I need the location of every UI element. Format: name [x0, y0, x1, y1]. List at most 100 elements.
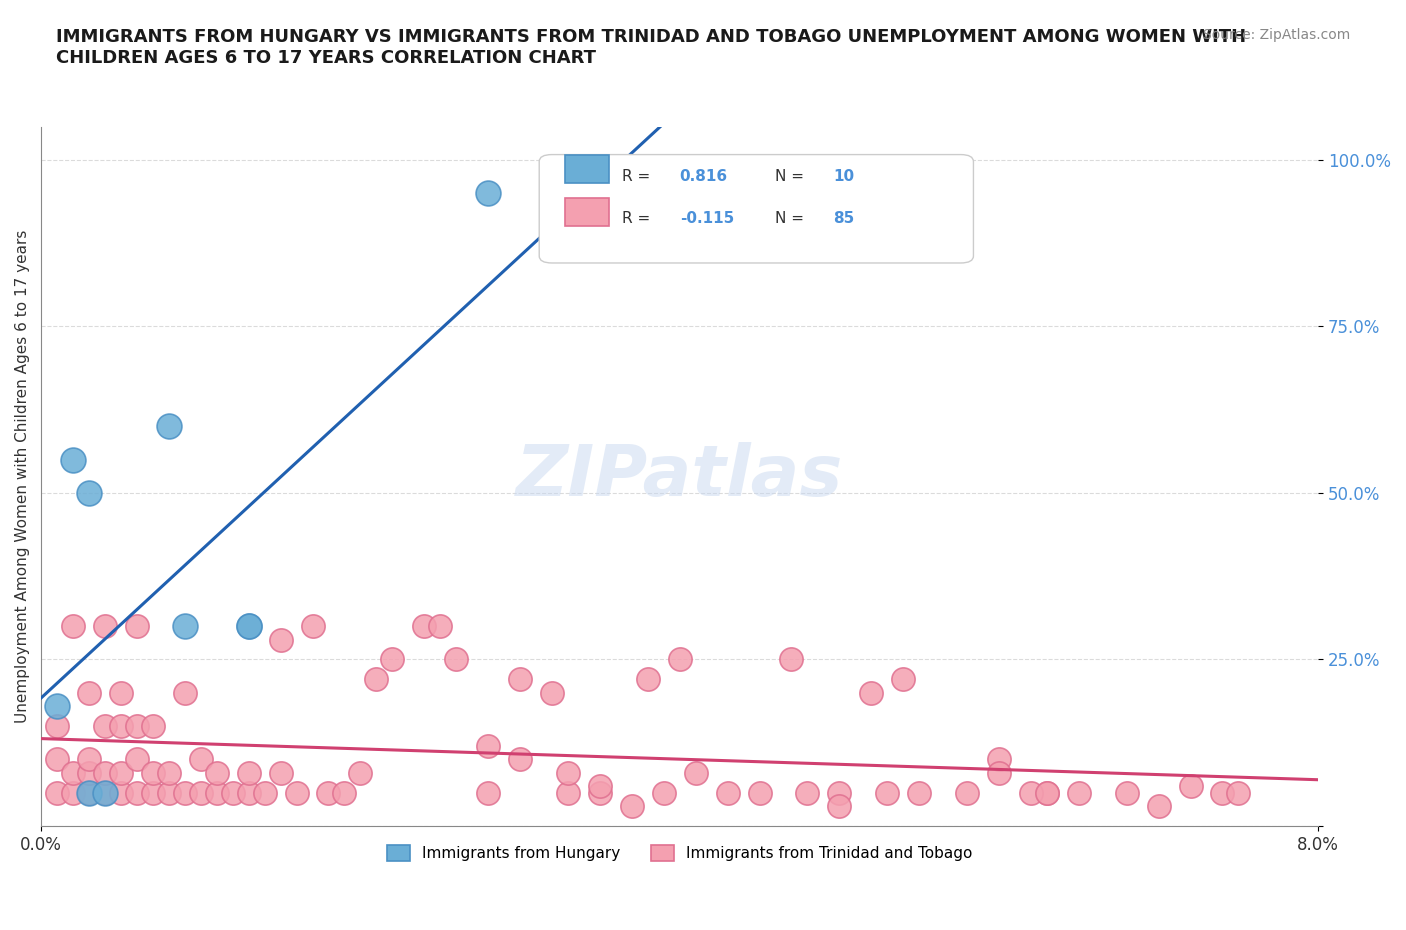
Point	[94, 618, 117, 633]
Point	[796, 785, 818, 800]
Point	[637, 672, 659, 687]
Point	[77, 785, 100, 800]
Point	[62, 618, 84, 633]
Point	[62, 785, 84, 800]
Point	[381, 652, 404, 667]
Point	[988, 765, 1011, 780]
Point	[94, 719, 117, 734]
Point	[318, 785, 340, 800]
Text: IMMIGRANTS FROM HUNGARY VS IMMIGRANTS FROM TRINIDAD AND TOBAGO UNEMPLOYMENT AMON: IMMIGRANTS FROM HUNGARY VS IMMIGRANTS FR…	[56, 28, 1246, 67]
Point	[157, 418, 180, 433]
Point	[413, 618, 436, 633]
Point	[828, 799, 851, 814]
Point	[668, 652, 690, 667]
Point	[94, 785, 117, 800]
Point	[94, 765, 117, 780]
Point	[110, 765, 132, 780]
Point	[205, 765, 228, 780]
Text: 85: 85	[832, 210, 855, 226]
Point	[110, 719, 132, 734]
Point	[77, 785, 100, 800]
Text: 10: 10	[832, 168, 853, 183]
Point	[46, 785, 69, 800]
Point	[253, 785, 276, 800]
Point	[429, 618, 451, 633]
Point	[142, 785, 165, 800]
Point	[142, 765, 165, 780]
Y-axis label: Unemployment Among Women with Children Ages 6 to 17 years: Unemployment Among Women with Children A…	[15, 230, 30, 723]
Point	[238, 765, 260, 780]
Point	[1227, 785, 1250, 800]
Point	[444, 652, 467, 667]
Text: N =: N =	[776, 168, 810, 183]
Point	[1067, 785, 1090, 800]
Point	[366, 672, 388, 687]
Point	[780, 652, 803, 667]
Point	[685, 765, 707, 780]
Point	[46, 698, 69, 713]
Point	[589, 778, 612, 793]
Point	[956, 785, 979, 800]
Point	[77, 752, 100, 767]
Point	[1147, 799, 1170, 814]
Point	[77, 765, 100, 780]
FancyBboxPatch shape	[565, 154, 609, 182]
FancyBboxPatch shape	[565, 198, 609, 226]
Point	[333, 785, 356, 800]
Point	[509, 672, 531, 687]
Point	[1180, 778, 1202, 793]
Point	[1019, 785, 1042, 800]
Point	[46, 719, 69, 734]
Point	[46, 752, 69, 767]
Point	[125, 785, 148, 800]
Point	[557, 765, 579, 780]
Point	[891, 672, 914, 687]
FancyBboxPatch shape	[540, 154, 973, 263]
Point	[94, 785, 117, 800]
Point	[509, 752, 531, 767]
Text: -0.115: -0.115	[679, 210, 734, 226]
Point	[238, 618, 260, 633]
Point	[1115, 785, 1137, 800]
Point	[589, 785, 612, 800]
Point	[125, 752, 148, 767]
Point	[270, 765, 292, 780]
Point	[190, 785, 212, 800]
Point	[142, 719, 165, 734]
Point	[205, 785, 228, 800]
Point	[62, 452, 84, 467]
Point	[157, 765, 180, 780]
Point	[125, 618, 148, 633]
Point	[1036, 785, 1059, 800]
Point	[173, 618, 195, 633]
Point	[110, 785, 132, 800]
Point	[860, 685, 883, 700]
Point	[541, 685, 564, 700]
Point	[77, 685, 100, 700]
Point	[221, 785, 243, 800]
Point	[77, 485, 100, 500]
Point	[1211, 785, 1233, 800]
Point	[652, 785, 675, 800]
Point	[301, 618, 323, 633]
Point	[988, 752, 1011, 767]
Point	[620, 799, 643, 814]
Point	[285, 785, 308, 800]
Text: N =: N =	[776, 210, 810, 226]
Point	[238, 785, 260, 800]
Text: Source: ZipAtlas.com: Source: ZipAtlas.com	[1202, 28, 1350, 42]
Point	[349, 765, 371, 780]
Point	[270, 632, 292, 647]
Point	[828, 785, 851, 800]
Point	[1036, 785, 1059, 800]
Point	[190, 752, 212, 767]
Text: 0.816: 0.816	[679, 168, 728, 183]
Point	[173, 685, 195, 700]
Point	[238, 618, 260, 633]
Text: R =: R =	[623, 168, 655, 183]
Point	[477, 738, 499, 753]
Point	[110, 685, 132, 700]
Text: ZIPatlas: ZIPatlas	[516, 442, 844, 511]
Point	[477, 785, 499, 800]
Point	[125, 719, 148, 734]
